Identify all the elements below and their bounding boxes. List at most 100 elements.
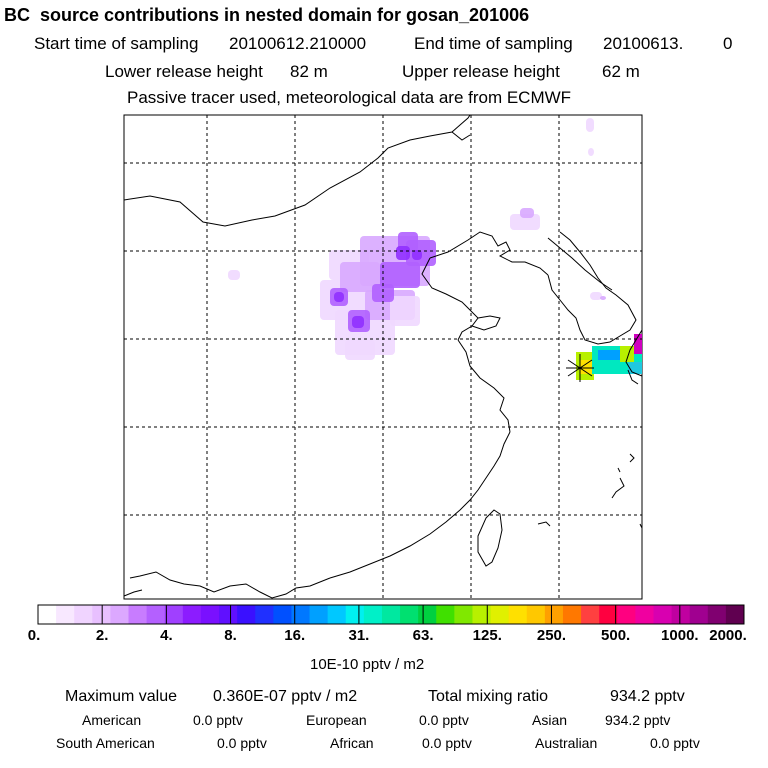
colorbar-frame [37, 604, 745, 625]
colorbar-cell [581, 605, 600, 624]
colorbar-cell [255, 605, 274, 624]
colorbar-cell [38, 605, 57, 624]
region-value: 0.0 pptv [422, 735, 472, 751]
colorbar-cell [291, 605, 311, 624]
colorbar-cell [128, 605, 148, 624]
plume-cell [334, 292, 344, 302]
colorbar-cell [164, 605, 184, 624]
plume-cell [520, 208, 534, 218]
colorbar-cell [345, 605, 365, 624]
plume-cell [412, 250, 422, 260]
tracer-note: Passive tracer used, meteorological data… [127, 88, 572, 107]
plume-cell [390, 296, 420, 326]
plume-cell [340, 262, 380, 292]
colorbar-label: 2000. [709, 627, 747, 644]
colorbar-cell [92, 605, 111, 624]
receptor-cell [598, 350, 620, 360]
colorbar-cell [599, 605, 618, 624]
receptor-cell [634, 334, 642, 354]
plume-cell [586, 118, 594, 132]
lower-release-value: 82 m [290, 62, 328, 81]
colorbar-cell [182, 605, 202, 624]
plot-title: BC source contributions in nested domain… [4, 5, 530, 25]
plume-cell [600, 296, 606, 300]
colorbar-cell [617, 605, 636, 624]
upper-release-label: Upper release height [402, 62, 560, 81]
plume-cell [380, 262, 420, 288]
plume-cell [372, 284, 394, 302]
region-value: 934.2 pptv [605, 712, 671, 728]
receptor-marker [566, 354, 594, 382]
plume-cell [228, 270, 240, 280]
region-name: South American [56, 735, 155, 751]
colorbar-cell [508, 605, 528, 624]
colorbar-cell [400, 605, 419, 624]
colorbar-cell [219, 605, 238, 624]
colorbar-cell [381, 605, 401, 624]
region-name: Australian [535, 735, 598, 751]
colorbar-label: 31. [348, 627, 370, 644]
colorbar-unit: 10E-10 pptv / m2 [310, 656, 425, 673]
lower-release-label: Lower release height [105, 62, 263, 81]
colorbar-label: 250. [536, 627, 567, 644]
colorbar-label: 0. [27, 627, 41, 644]
colorbar-cell [544, 605, 564, 624]
colorbar-cell [237, 605, 256, 624]
max-value-label: Maximum value [65, 688, 178, 705]
colorbar-label: 500. [601, 627, 631, 644]
coastlines-borders [123, 114, 643, 599]
region-name: African [330, 735, 374, 751]
plume-cell [345, 340, 375, 360]
colorbar-label: 1000. [661, 627, 699, 644]
colorbar-label: 16. [284, 627, 306, 644]
colorbar-cell [707, 605, 727, 624]
colorbar-cell [418, 605, 437, 624]
upper-release-value: 62 m [602, 62, 640, 81]
region-value: 0.0 pptv [419, 712, 469, 728]
end-time-value: 20100613. [603, 34, 684, 53]
total-mixing-value: 934.2 pptv [610, 688, 685, 705]
colorbar-cell [472, 605, 492, 624]
colorbar-cell [273, 605, 292, 624]
colorbar-cell [526, 605, 546, 624]
colorbar-cell [635, 605, 654, 624]
plume-area [228, 118, 606, 360]
region-name: European [306, 712, 367, 728]
plume-cell [510, 214, 540, 230]
colorbar-cell [74, 605, 93, 624]
max-value: 0.360E-07 pptv / m2 [213, 688, 358, 705]
colorbar-label: 125. [472, 627, 502, 644]
colorbar-cell [653, 605, 673, 624]
grid-lines [124, 115, 642, 599]
colorbar-cell [725, 605, 745, 624]
colorbar-cell [110, 605, 130, 624]
colorbar-label: 2. [95, 627, 109, 644]
colorbar-cell [309, 605, 329, 624]
colorbar-cell [327, 605, 347, 624]
region-value: 0.0 pptv [217, 735, 267, 751]
plume-cell [352, 316, 364, 328]
region-name: Asian [532, 712, 568, 728]
region-value: 0.0 pptv [193, 712, 243, 728]
colorbar-label: 4. [160, 627, 173, 644]
colorbar-cell [454, 605, 473, 624]
total-mixing-label: Total mixing ratio [428, 688, 549, 705]
colorbar-cell [200, 605, 220, 624]
colorbar-cell [363, 605, 383, 624]
start-time-label: Start time of sampling [34, 34, 199, 53]
region-name: American [82, 712, 142, 728]
colorbar-cell [689, 605, 709, 624]
plume-cell [588, 148, 594, 156]
colorbar-cells [38, 605, 745, 624]
colorbar-cell [56, 605, 75, 624]
end-time-label: End time of sampling [414, 34, 573, 53]
colorbar-label: 63. [412, 627, 434, 644]
colorbar-cell [562, 605, 582, 624]
plume-cell [396, 246, 410, 260]
colorbar-cell [671, 605, 691, 624]
start-time-value: 20100612.210000 [229, 34, 367, 53]
colorbar-cell [146, 605, 166, 624]
plume-cell [590, 292, 602, 300]
